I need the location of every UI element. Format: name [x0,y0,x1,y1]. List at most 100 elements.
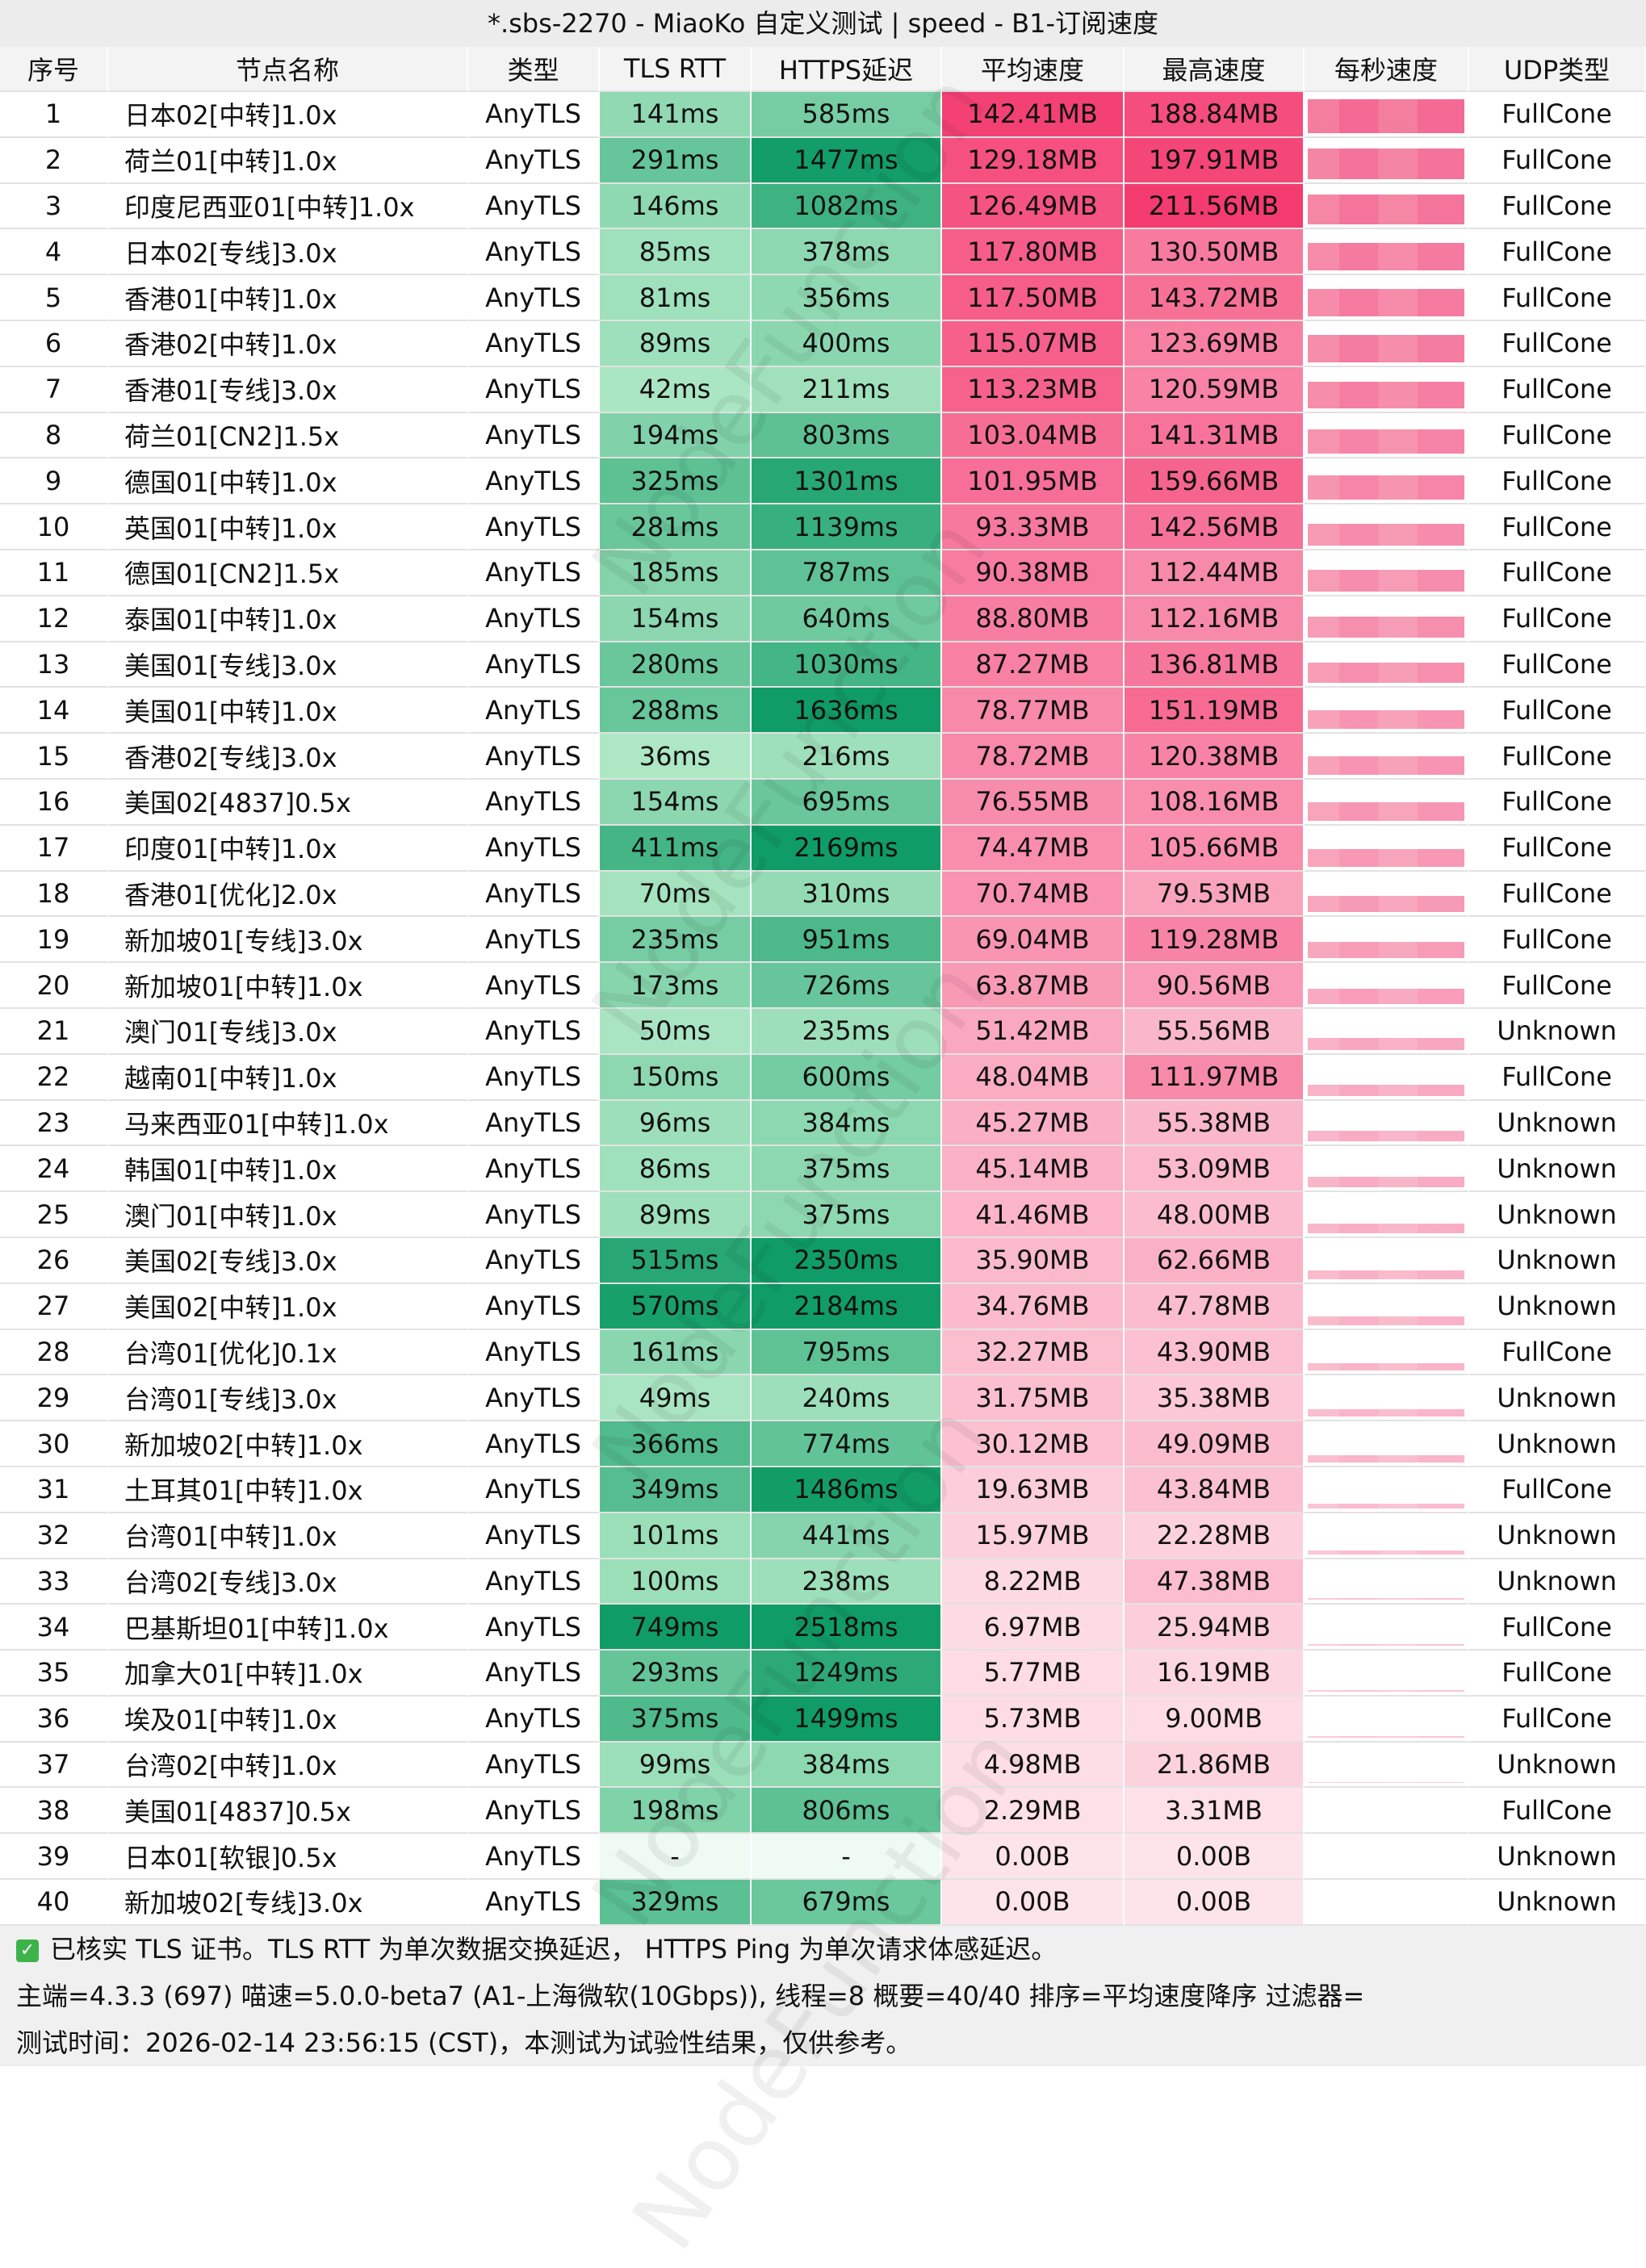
table-cell: 70.74MB [942,871,1125,918]
table-cell: 235ms [600,917,752,964]
table-cell: 1030ms [752,642,942,688]
speed-sparkline [1305,229,1469,276]
table-cell: Unknown [1469,1375,1646,1422]
table-cell: 19 [0,917,108,964]
table-cell: 154ms [600,596,752,642]
table-cell: 台湾02[专线]3.0x [108,1559,468,1605]
table-row: 34 巴基斯坦01[中转]1.0x AnyTLS 749ms 2518ms 6.97MB 2… [0,1605,1646,1651]
table-cell: AnyTLS [468,1467,600,1513]
table-cell: 49.09MB [1125,1421,1305,1467]
table-cell: 9 [0,458,108,505]
table-cell: 26 [0,1237,108,1284]
table-cell: 89ms [600,320,752,367]
table-cell: 德国01[CN2]1.5x [108,550,468,596]
table-row: 4 日本02[专线]3.0x AnyTLS 85ms 378ms 117.80MB 130.… [0,229,1646,276]
speed-sparkline [1305,412,1469,459]
column-header: TLS RTT [600,47,752,92]
sparkline-bars [1308,1644,1464,1647]
table-cell: 22.28MB [1125,1513,1305,1559]
table-cell: AnyTLS [468,1880,600,1926]
speed-sparkline [1305,458,1469,505]
table-cell: FullCone [1469,550,1646,596]
table-cell: AnyTLS [468,1742,600,1789]
table-cell: 35 [0,1651,108,1697]
table-cell: 34.76MB [942,1283,1125,1330]
table-cell: 108.16MB [1125,779,1305,826]
table-cell: 49ms [600,1375,752,1422]
table-row: 29 台湾01[专线]3.0x AnyTLS 49ms 240ms 31.75MB 35.3… [0,1375,1646,1422]
table-cell: 197.91MB [1125,137,1305,184]
table-cell: 126.49MB [942,183,1125,230]
table-cell: 129.18MB [942,137,1125,184]
sparkline-bars [1308,989,1464,1004]
table-cell: 76.55MB [942,779,1125,826]
sparkline-bars [1308,755,1464,775]
sparkline-bars [1308,99,1464,133]
table-cell: AnyTLS [468,734,600,780]
table-cell: FullCone [1469,504,1646,550]
table-row: 36 埃及01[中转]1.0x AnyTLS 375ms 1499ms 5.73MB 9.0… [0,1696,1646,1743]
table-cell: 越南01[中转]1.0x [108,1054,468,1101]
table-cell: 112.16MB [1125,596,1305,642]
table-cell: 台湾01[专线]3.0x [108,1375,468,1422]
table-cell: 570ms [600,1283,752,1330]
table-cell: 美国01[4837]0.5x [108,1788,468,1835]
table-cell: 93.33MB [942,504,1125,550]
table-cell: 澳门01[中转]1.0x [108,1192,468,1238]
table-cell: 加拿大01[中转]1.0x [108,1651,468,1697]
sparkline-bars [1308,1736,1464,1738]
sparkline-bars [1308,895,1464,913]
table-cell: AnyTLS [468,229,600,276]
table-cell: 384ms [752,1100,942,1147]
table-cell: 24 [0,1146,108,1193]
table-cell: 101ms [600,1513,752,1559]
table-cell: 79.53MB [1125,871,1305,918]
table-cell: 70ms [600,871,752,918]
table-cell: AnyTLS [468,1605,600,1651]
table-cell: 120.59MB [1125,366,1305,413]
table-row: 21 澳门01[专线]3.0x AnyTLS 50ms 235ms 51.42MB 55.5… [0,1008,1646,1055]
sparkline-bars [1308,1037,1464,1050]
table-cell: 43.90MB [1125,1329,1305,1376]
speed-sparkline [1305,963,1469,1009]
table-cell: AnyTLS [468,320,600,367]
table-cell: AnyTLS [468,688,600,734]
table-cell: 803ms [752,412,942,459]
table-cell: 216ms [752,734,942,780]
table-cell: AnyTLS [468,1100,600,1147]
table-row: 9 德国01[中转]1.0x AnyTLS 325ms 1301ms 101.95MB 15… [0,458,1646,505]
table-cell: AnyTLS [468,1237,600,1284]
table-row: 10 英国01[中转]1.0x AnyTLS 281ms 1139ms 93.33MB 14… [0,504,1646,550]
table-cell: 12 [0,596,108,642]
speed-sparkline [1305,1513,1469,1559]
table-row: 19 新加坡01[专线]3.0x AnyTLS 235ms 951ms 69.04MB 11… [0,917,1646,964]
column-header: 平均速度 [942,47,1125,92]
table-cell: AnyTLS [468,183,600,230]
speed-sparkline [1305,1283,1469,1330]
table-cell: 埃及01[中转]1.0x [108,1696,468,1743]
footer-info: 主端=4.3.3 (697) 喵速=5.0.0-beta7 (A1-上海微软(1… [0,1972,1646,2019]
table-cell: 55.56MB [1125,1008,1305,1055]
table-cell: AnyTLS [468,366,600,413]
table-cell: 印度01[中转]1.0x [108,825,468,872]
table-cell: 16.19MB [1125,1651,1305,1697]
table-cell: AnyTLS [468,1559,600,1605]
table-cell: FullCone [1469,183,1646,230]
table-cell: 美国02[4837]0.5x [108,779,468,826]
table-cell: AnyTLS [468,1283,600,1330]
table-cell: 1486ms [752,1467,942,1513]
table-cell: 19.63MB [942,1467,1125,1513]
check-icon: ✓ [16,1939,39,1962]
table-cell: 185ms [600,550,752,596]
table-cell: 161ms [600,1329,752,1376]
table-cell: 14 [0,688,108,734]
sparkline-bars [1308,381,1464,408]
table-cell: 235ms [752,1008,942,1055]
column-header: HTTPS延迟 [752,47,942,92]
table-cell: Unknown [1469,1008,1646,1055]
table-cell: 3 [0,183,108,230]
table-cell: Unknown [1469,1513,1646,1559]
table-cell: 726ms [752,963,942,1009]
speed-sparkline [1305,642,1469,688]
table-cell: Unknown [1469,1146,1646,1193]
